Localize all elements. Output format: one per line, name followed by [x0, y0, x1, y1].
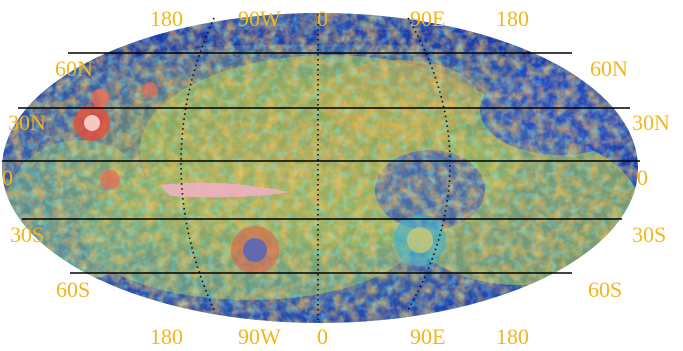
bottom-meridian-label: 180: [150, 324, 183, 349]
top-meridian-label: 180: [496, 6, 529, 31]
right-parallel-label: 60S: [588, 277, 623, 302]
right-parallel-label: 30N: [632, 110, 670, 135]
left-parallel-label: 30N: [8, 110, 46, 135]
bottom-meridian-label: 180: [496, 324, 529, 349]
parallel-lines: [2, 52, 640, 274]
left-parallel-label: 60N: [55, 56, 93, 81]
bottom-meridian-label: 0: [317, 324, 328, 349]
right-parallel-label: 0: [637, 165, 648, 190]
right-parallel-label: 30S: [632, 222, 667, 247]
bottom-meridian-label: 90E: [410, 324, 446, 349]
meridian-90w-line: [180, 17, 215, 311]
left-parallel-label: 60S: [56, 277, 91, 302]
left-parallel-label: 30S: [10, 222, 45, 247]
left-parallel-label: 0: [2, 165, 13, 190]
top-meridian-label: 180: [150, 6, 183, 31]
top-meridian-label: 90W: [238, 6, 281, 31]
canyon-feature: [160, 182, 290, 198]
right-parallel-label: 60N: [590, 56, 628, 81]
top-meridian-label: 90E: [410, 6, 446, 31]
meridian-lines: [180, 14, 451, 320]
top-meridian-label: 0: [317, 6, 328, 31]
bottom-meridian-label: 90W: [238, 324, 281, 349]
